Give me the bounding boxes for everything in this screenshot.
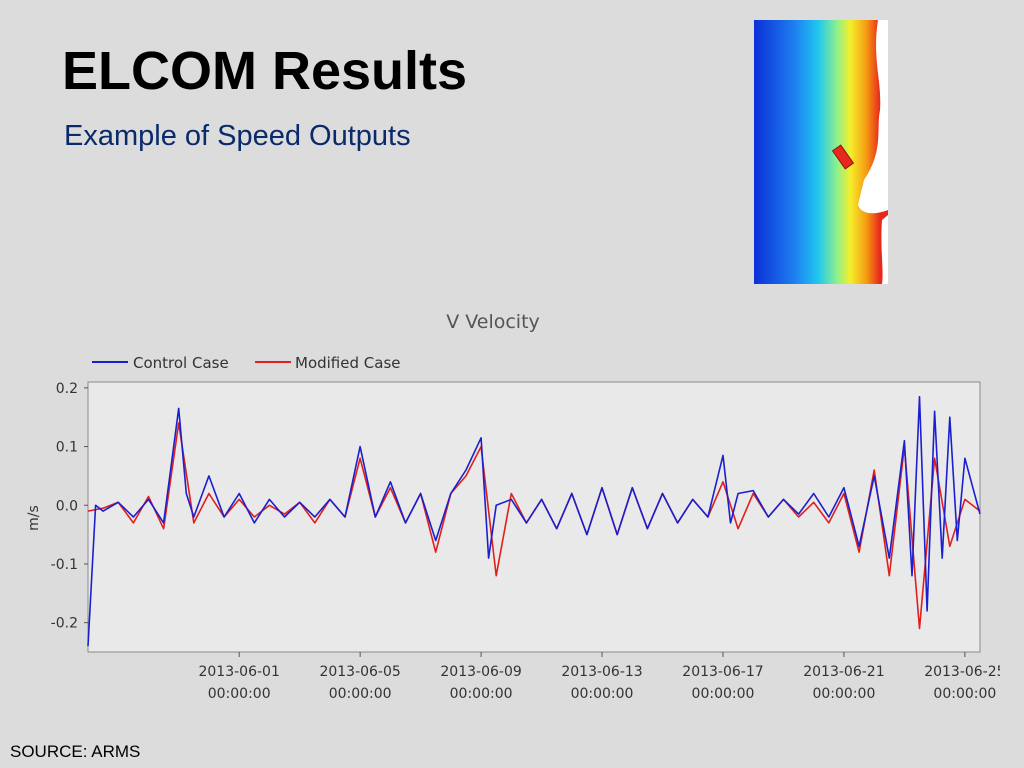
x-tick-time-label: 00:00:00 <box>450 686 513 702</box>
x-tick-date-label: 2013-06-13 <box>561 664 642 680</box>
y-axis-ticks: 0.2 0.1 0.0 -0.1 -0.2 <box>51 381 88 632</box>
x-axis-ticks: 2013-06-01 00:00:00 2013-06-05 00:00:00 2013… <box>198 652 1000 702</box>
y-tick-label: -0.2 <box>51 616 78 632</box>
legend-label-modified: Modified Case <box>295 354 400 372</box>
x-tick-time-label: 00:00:00 <box>812 686 875 702</box>
map-land-area <box>858 20 888 214</box>
x-tick-time-label: 00:00:00 <box>692 686 755 702</box>
x-tick-date-label: 2013-06-05 <box>319 664 400 680</box>
x-tick-date-label: 2013-06-25 <box>924 664 1000 680</box>
x-tick-time-label: 00:00:00 <box>933 686 996 702</box>
x-tick-time-label: 00:00:00 <box>571 686 634 702</box>
chart-legend: Control Case Modified Case <box>92 354 400 372</box>
map-structure-marker <box>831 144 855 170</box>
slide-title: ELCOM Results <box>62 41 468 101</box>
velocity-color-map <box>754 20 888 284</box>
x-tick-date-label: 2013-06-01 <box>198 664 279 680</box>
x-tick-date-label: 2013-06-21 <box>803 664 884 680</box>
chart-title: V Velocity <box>446 311 540 333</box>
legend-label-control: Control Case <box>133 354 229 372</box>
x-tick-time-label: 00:00:00 <box>329 686 392 702</box>
series-line-control-case <box>87 395 981 647</box>
x-tick-time-label: 00:00:00 <box>208 686 271 702</box>
plot-area <box>87 381 981 653</box>
x-tick-date-label: 2013-06-09 <box>440 664 521 680</box>
source-note: SOURCE: ARMS <box>10 742 141 761</box>
map-water-field <box>754 20 888 284</box>
series-layer <box>87 395 981 647</box>
slide-subtitle: Example of Speed Outputs <box>64 120 411 152</box>
map-land-lower <box>881 215 888 284</box>
y-tick-label: 0.0 <box>56 498 78 514</box>
x-tick-date-label: 2013-06-17 <box>682 664 763 680</box>
y-axis-label: m/s <box>26 505 42 531</box>
v-velocity-chart: V Velocity Control Case Modified Case m/… <box>26 311 1000 702</box>
y-tick-label: 0.1 <box>56 440 78 456</box>
y-tick-label: 0.2 <box>56 381 78 397</box>
y-tick-label: -0.1 <box>51 557 78 573</box>
